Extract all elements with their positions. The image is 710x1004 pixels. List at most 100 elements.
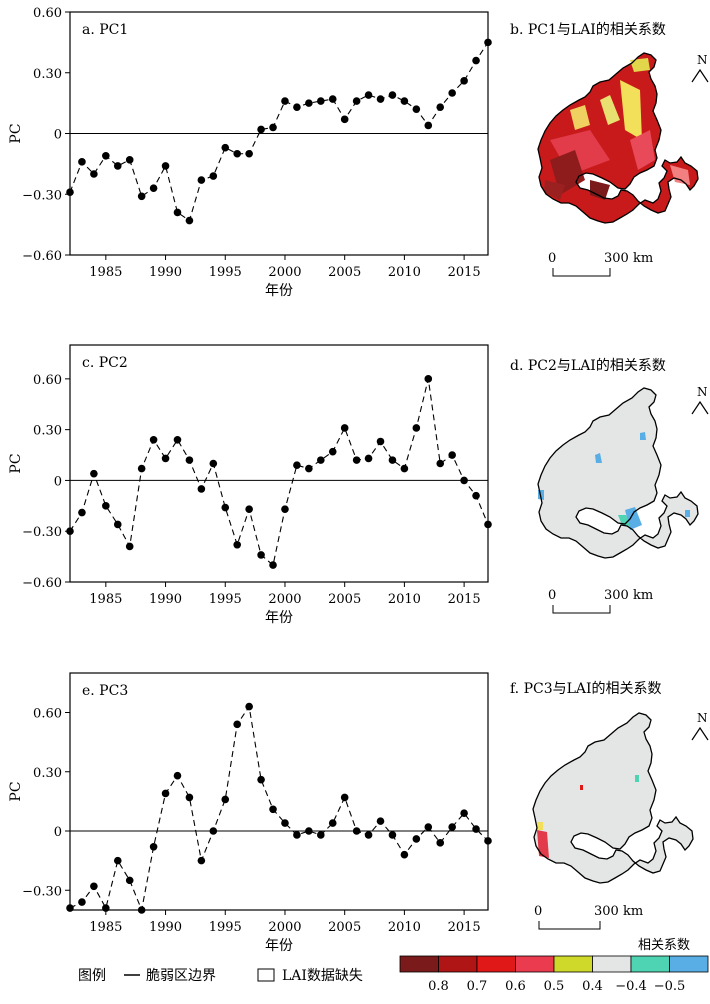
x-tick-label: 2015	[448, 920, 481, 935]
map-d-north-arrow: N	[691, 385, 709, 415]
y-tick-label: −0.60	[22, 576, 62, 591]
data-point	[113, 520, 122, 529]
missing-swatch	[257, 968, 275, 982]
svg-text:0: 0	[548, 251, 556, 266]
data-point	[376, 95, 385, 103]
data-point	[102, 151, 110, 160]
legend-label: 图例	[78, 968, 106, 984]
svg-text:0: 0	[548, 588, 556, 603]
data-point	[149, 843, 158, 851]
data-point	[364, 831, 373, 839]
y-tick-label: −0.30	[22, 525, 62, 540]
data-point	[376, 437, 385, 446]
data-point	[137, 192, 146, 201]
data-point	[102, 502, 110, 510]
data-point	[209, 827, 218, 835]
data-point	[293, 103, 301, 111]
x-tick-label: 2015	[448, 265, 481, 280]
data-point	[197, 856, 206, 865]
data-point	[257, 775, 265, 784]
data-point	[281, 505, 289, 514]
y-tick-label: 0.60	[33, 373, 62, 388]
data-point	[281, 819, 289, 827]
data-point	[221, 795, 230, 804]
y-tick-label: 0	[54, 825, 62, 840]
x-tick-label: 1990	[149, 920, 182, 935]
data-point	[221, 143, 230, 152]
data-point	[209, 459, 218, 468]
data-point	[185, 456, 194, 464]
x-tick-label: 1990	[149, 265, 182, 280]
svg-text:N: N	[697, 385, 708, 399]
data-point	[424, 121, 433, 130]
data-point	[245, 702, 253, 711]
map-b-scale-bar: 0 300 km	[548, 251, 653, 277]
colorbar: 0.8 0.7 0.6 0.5 0.4 −0.4 −0.5	[399, 955, 709, 994]
data-point	[221, 503, 230, 512]
data-point	[472, 825, 480, 833]
data-point	[66, 904, 74, 912]
map-d-title: d. PC2与LAI的相关系数	[510, 358, 666, 374]
data-point	[102, 904, 110, 912]
colorbar-swatch	[515, 955, 555, 973]
y-tick-label: 0	[54, 474, 62, 489]
panel-label: c. PC2	[82, 355, 128, 371]
data-point	[364, 91, 373, 99]
pc1-time-series-chart: 0.60 0.30 0 −0.30 −0.60 1985 1990 1995 2000 2005 2…	[8, 6, 492, 299]
data-point	[257, 125, 265, 134]
x-tick-label: 1990	[149, 592, 182, 607]
data-point	[436, 839, 445, 847]
pc2-time-series-chart: 0.60 0.30 0 −0.30 −0.60 1985 1990 1995 2000 2005 2…	[8, 344, 492, 626]
x-tick-label: 1995	[209, 592, 242, 607]
data-point	[269, 123, 277, 132]
data-point	[149, 184, 158, 192]
y-tick-label: −0.30	[22, 884, 62, 899]
data-point	[161, 454, 170, 463]
data-point	[173, 771, 182, 780]
data-point	[233, 720, 241, 729]
map-f-north-arrow: N	[691, 711, 709, 741]
data-point	[78, 158, 86, 166]
svg-text:300 km: 300 km	[604, 251, 653, 266]
svg-text:0: 0	[534, 904, 542, 919]
data-point	[328, 95, 337, 103]
y-tick-label: 0.60	[33, 707, 62, 722]
data-point	[328, 819, 337, 827]
data-point	[424, 375, 433, 383]
y-tick-label: 0.60	[33, 6, 62, 21]
series-line	[69, 378, 489, 567]
plot-frame	[69, 344, 489, 583]
y-tick-label: 0	[54, 128, 62, 143]
data-point	[173, 436, 182, 444]
data-point	[113, 856, 122, 865]
colorbar-tick-label: −0.4	[615, 979, 647, 994]
data-point	[185, 216, 194, 225]
svg-text:N: N	[697, 53, 708, 67]
boundary-label: 脆弱区边界	[146, 967, 216, 984]
x-tick-label: 2010	[388, 265, 421, 280]
map-d-scale-bar: 0 300 km	[548, 588, 653, 614]
data-point	[448, 89, 456, 97]
data-point	[173, 208, 182, 217]
data-point	[460, 476, 468, 485]
data-point	[66, 188, 74, 197]
data-point	[484, 38, 492, 47]
pc3-time-series-chart: 0.60 0.30 0 −0.30 1985 1990 1995 2000 2005 2010 20…	[8, 672, 492, 954]
y-tick-label: −0.60	[22, 249, 62, 264]
map-b-pattern	[544, 58, 690, 200]
data-point	[460, 77, 468, 85]
data-point	[436, 103, 445, 111]
data-point	[197, 176, 206, 184]
data-point	[352, 827, 361, 835]
data-point	[137, 464, 146, 473]
data-point	[388, 831, 397, 839]
data-point	[305, 99, 313, 107]
colorbar-tick-label: 0.6	[505, 979, 526, 994]
colorbar-swatch	[630, 955, 670, 973]
x-tick-label: 1995	[209, 920, 242, 935]
y-tick-label: 0.30	[33, 424, 62, 439]
data-point	[293, 461, 301, 469]
svg-text:300 km: 300 km	[594, 904, 643, 919]
data-point	[388, 456, 397, 464]
data-point	[460, 809, 468, 818]
